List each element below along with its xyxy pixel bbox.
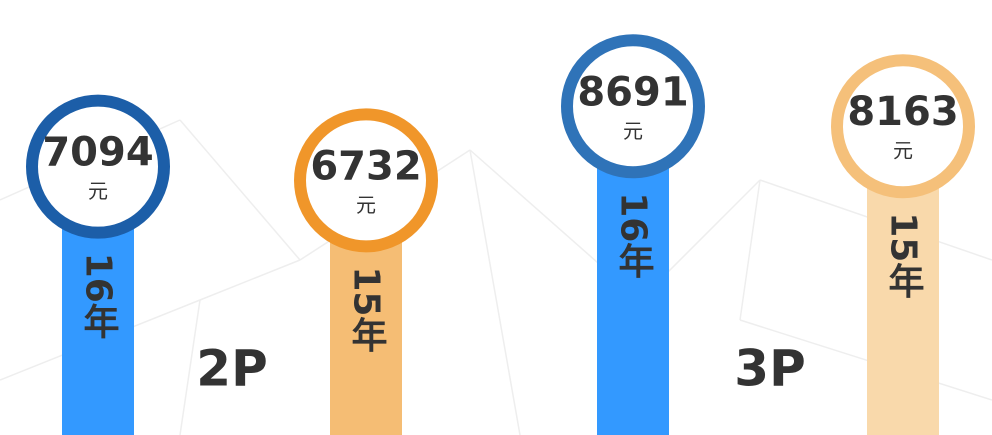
value-label: 8163 — [847, 89, 958, 135]
value-label: 8691 — [577, 69, 688, 115]
unit-label: 元 — [893, 139, 913, 163]
category-label: 16年 — [78, 253, 120, 339]
value-ring — [561, 34, 705, 179]
value-ring — [26, 94, 170, 239]
category-label: 16年 — [613, 192, 655, 278]
unit-label: 元 — [356, 193, 376, 217]
value-label: 7094 — [42, 130, 153, 176]
value-ring — [831, 54, 975, 199]
value-ring — [294, 108, 438, 253]
unit-label: 元 — [623, 119, 643, 143]
value-label: 6732 — [310, 143, 421, 189]
unit-label: 元 — [88, 179, 108, 203]
category-label: 15年 — [346, 266, 388, 352]
group-label: 3P — [734, 340, 805, 398]
category-label: 15年 — [883, 212, 925, 298]
group-label: 2P — [196, 340, 267, 398]
